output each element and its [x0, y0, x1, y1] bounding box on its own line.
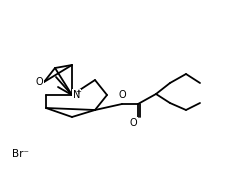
Text: O: O — [118, 90, 126, 100]
Text: O: O — [129, 118, 137, 128]
Text: Br⁻: Br⁻ — [12, 149, 29, 159]
Text: O: O — [35, 77, 43, 87]
Text: N: N — [73, 90, 80, 100]
Text: +: + — [76, 89, 81, 95]
